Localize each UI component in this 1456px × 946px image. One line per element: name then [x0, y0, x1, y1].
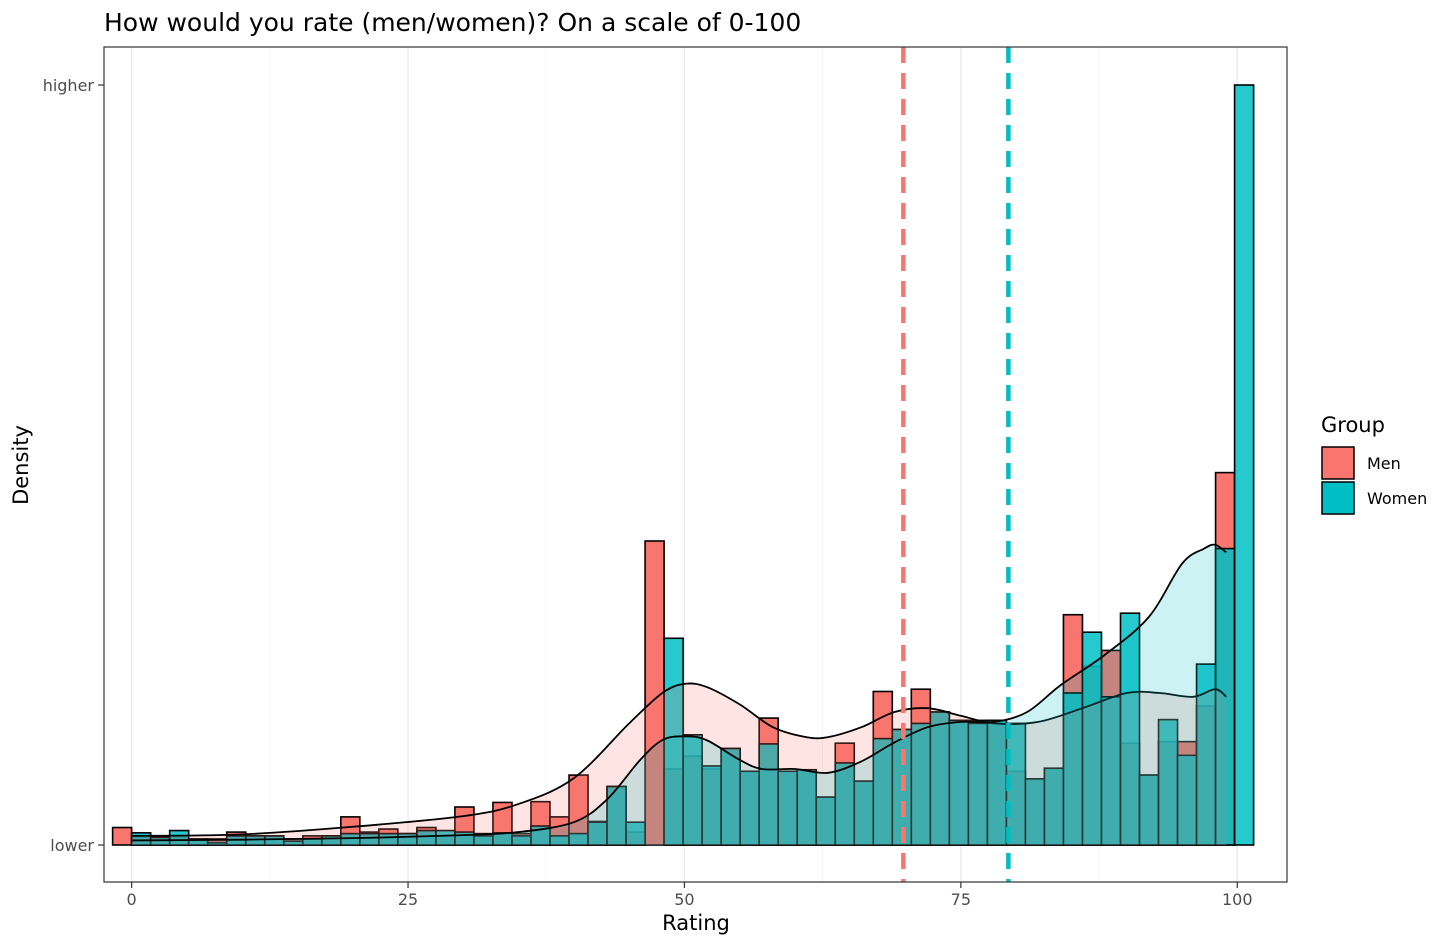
- density-curve-men: [131, 682, 1227, 837]
- density-curve-women: [131, 543, 1227, 842]
- density-curves: [131, 543, 1227, 845]
- legend: Group Men Women: [1321, 413, 1427, 515]
- histogram-bar-women: [625, 821, 646, 846]
- x-tick-label: 75: [951, 890, 971, 909]
- histogram-bar-women: [1119, 612, 1141, 846]
- x-tick-label: 50: [674, 890, 694, 909]
- histogram-bar-men: [111, 826, 133, 846]
- legend-swatch-men: [1321, 446, 1355, 480]
- legend-label-men: Men: [1367, 454, 1401, 473]
- density-area-men: [131, 683, 1227, 845]
- mean-lines: [901, 47, 1011, 882]
- plot-panel: [103, 46, 1288, 883]
- histogram-bar-women: [1233, 84, 1255, 846]
- chart-title: How would you rate (men/women)? On a sca…: [104, 8, 801, 37]
- density-area-women: [131, 544, 1227, 845]
- legend-title: Group: [1321, 413, 1385, 437]
- histogram-bar-women: [606, 785, 627, 846]
- y-axis: higher lower: [43, 76, 104, 855]
- y-tick-label-higher: higher: [43, 76, 95, 95]
- x-tick-label: 0: [127, 890, 137, 909]
- histogram-bar-women: [168, 829, 190, 846]
- legend-swatch-women: [1321, 481, 1355, 515]
- x-tick-label: 100: [1222, 890, 1253, 909]
- x-axis-title: Rating: [662, 911, 730, 935]
- women-histogram-bars: [130, 84, 1255, 846]
- x-tick-label: 25: [398, 890, 418, 909]
- y-axis-title: Density: [9, 425, 33, 505]
- legend-label-women: Women: [1367, 489, 1427, 508]
- x-axis: 0 25 50 75 100: [127, 882, 1253, 909]
- y-tick-label-lower: lower: [50, 836, 94, 855]
- plot-border: [103, 46, 1288, 883]
